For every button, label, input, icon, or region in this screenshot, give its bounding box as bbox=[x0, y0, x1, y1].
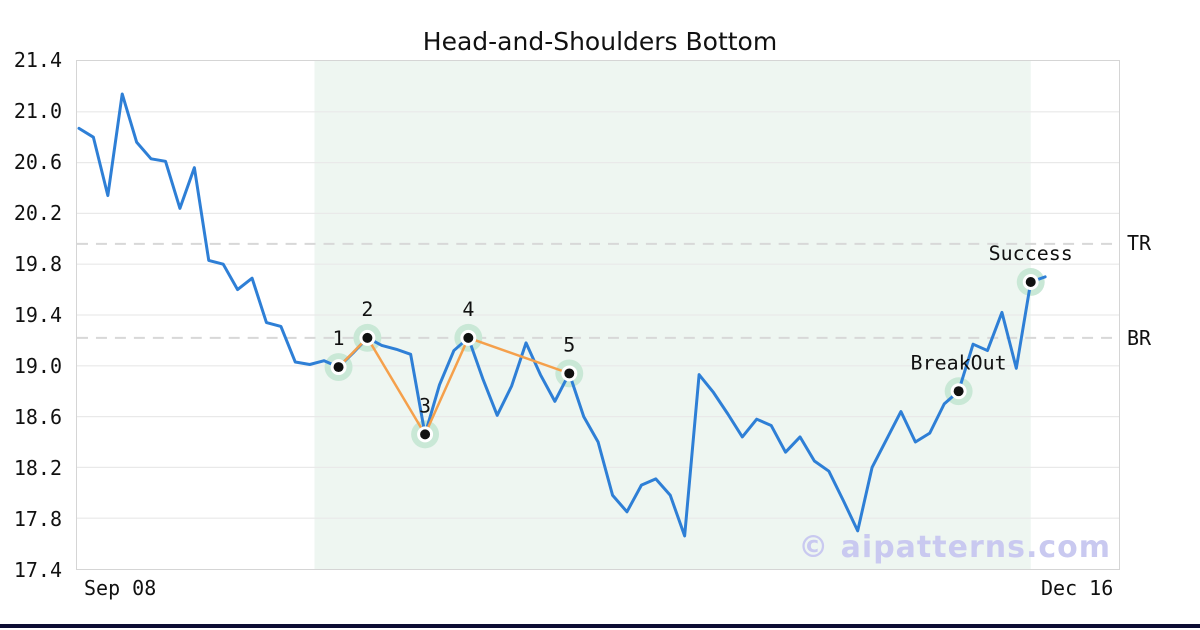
y-tick-label: 19.4 bbox=[13, 303, 62, 327]
y-tick-label: 20.6 bbox=[13, 150, 62, 174]
point-label-breakout: BreakOut bbox=[911, 350, 1007, 374]
y-tick-label: 19.0 bbox=[13, 354, 62, 378]
y-tick-label: 18.6 bbox=[13, 405, 62, 429]
y-tick-label: 17.4 bbox=[13, 558, 62, 582]
chart-title: Head-and-Shoulders Bottom bbox=[422, 27, 778, 56]
marker-dot bbox=[564, 368, 575, 379]
marker-dot bbox=[953, 386, 964, 397]
y-tick-label: 21.0 bbox=[13, 99, 62, 123]
y-tick-label: 19.8 bbox=[13, 252, 62, 276]
footer-bar bbox=[0, 624, 1200, 628]
watermark: © aipatterns.com bbox=[798, 530, 1111, 565]
marker-dot bbox=[1025, 276, 1036, 287]
br-level-label: BR bbox=[1127, 326, 1152, 350]
y-tick-label: 21.4 bbox=[13, 48, 62, 72]
point-label-5: 5 bbox=[563, 333, 575, 357]
plot-area: 1 2 3 4 5 BreakOut Success © aipatterns.com bbox=[76, 60, 1120, 570]
point-label-success: Success bbox=[989, 241, 1073, 265]
point-label-2: 2 bbox=[361, 297, 373, 321]
marker-dot bbox=[463, 332, 474, 343]
x-tick-start: Sep 08 bbox=[84, 576, 157, 600]
marker-dot bbox=[362, 332, 373, 343]
tr-level-label: TR bbox=[1127, 231, 1152, 255]
y-tick-label: 20.2 bbox=[13, 201, 62, 225]
point-label-4: 4 bbox=[462, 297, 474, 321]
point-label-3: 3 bbox=[419, 393, 431, 417]
point-label-1: 1 bbox=[333, 326, 345, 350]
chart-svg: 12 3 4 5 BreakOut Success bbox=[77, 61, 1119, 569]
y-tick-label: 18.2 bbox=[13, 456, 62, 480]
price-line bbox=[77, 92, 1047, 538]
marker-dot bbox=[420, 429, 431, 440]
x-tick-end: Dec 16 bbox=[1041, 576, 1114, 600]
marker-dot bbox=[333, 362, 344, 373]
y-tick-label: 17.8 bbox=[13, 507, 62, 531]
